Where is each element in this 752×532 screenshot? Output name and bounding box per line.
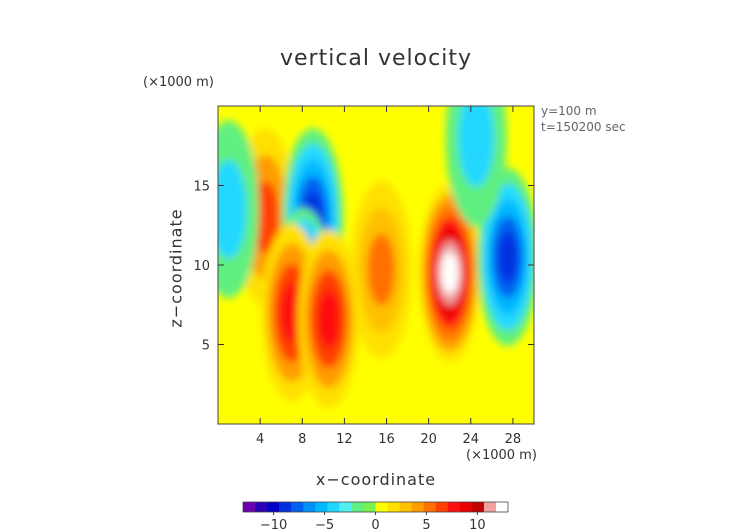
colorbar-swatch-3 [279,502,292,512]
y-tick-label-5: 5 [202,339,210,354]
colorbar-swatch-5 [303,502,316,512]
heatmap-cell-5-2 [367,233,395,306]
colorbar-tick-label--5: −5 [315,518,334,532]
x-tick-label-24: 24 [463,432,480,447]
colorbar-swatch-14 [411,502,424,512]
colorbar-tick-label--10: −10 [260,518,287,532]
x-tick-label-4: 4 [256,432,264,447]
x-tick-label-20: 20 [420,432,437,447]
y-tick-label-10: 10 [193,259,210,274]
colorbar-swatch-10 [363,502,376,512]
heatmap-cell-6-6 [440,252,459,294]
colorbar-swatch-19 [471,502,485,512]
x-axis-unit: (×1000 m) [466,448,537,463]
axes: 4 8 12 16 20 24 28 5 10 15 [193,105,535,447]
colorbar-swatch-2 [267,502,280,512]
annotation-time: t=150200 sec [541,120,626,134]
heatmap-cell-3-3 [280,283,304,343]
colorbar-swatch-17 [447,502,461,512]
x-tick-label-8: 8 [298,432,306,447]
colorbar-swatch-18 [459,502,473,512]
colorbar-swatch-20 [483,502,497,512]
annotation-y-position: y=100 m [541,104,597,118]
colorbar-swatch-11 [375,502,388,512]
z-axis-unit: (×1000 m) [143,75,214,90]
heatmap-cell-9-1 [218,160,247,259]
x-axis-label: x−coordinate [315,470,437,489]
colorbar-swatch-13 [399,502,412,512]
colorbar-swatch-8 [339,502,352,512]
colorbar-swatch-0 [243,502,256,512]
colorbar-tick-label-0: 0 [371,518,379,532]
x-tick-label-12: 12 [336,432,353,447]
colorbar-tick-label-10: 10 [469,518,486,532]
chart-title: vertical velocity [279,46,472,71]
y-tick-label-15: 15 [193,180,210,195]
colorbar-swatch-9 [351,502,364,512]
colorbar-swatch-4 [291,502,304,512]
x-tick-label-28: 28 [505,432,522,447]
colorbar-swatch-12 [387,502,400,512]
colorbar-tick-label-5: 5 [422,518,430,532]
colorbar-swatch-16 [435,502,449,512]
heatmap-cell-8-1 [458,106,494,188]
heatmap-cell-7-4 [497,231,518,283]
colorbar-swatch-21 [495,502,509,512]
heatmap-cell-4-3 [317,289,341,349]
plot-area [218,106,534,424]
colorbar-swatch-1 [255,502,268,512]
x-tick-label-16: 16 [378,432,395,447]
colorbar-swatch-7 [327,502,340,512]
colorbar-swatch-15 [423,502,437,512]
colorbar: −10 −5 0 5 10 [242,501,509,532]
colorbar-swatch-6 [315,502,328,512]
